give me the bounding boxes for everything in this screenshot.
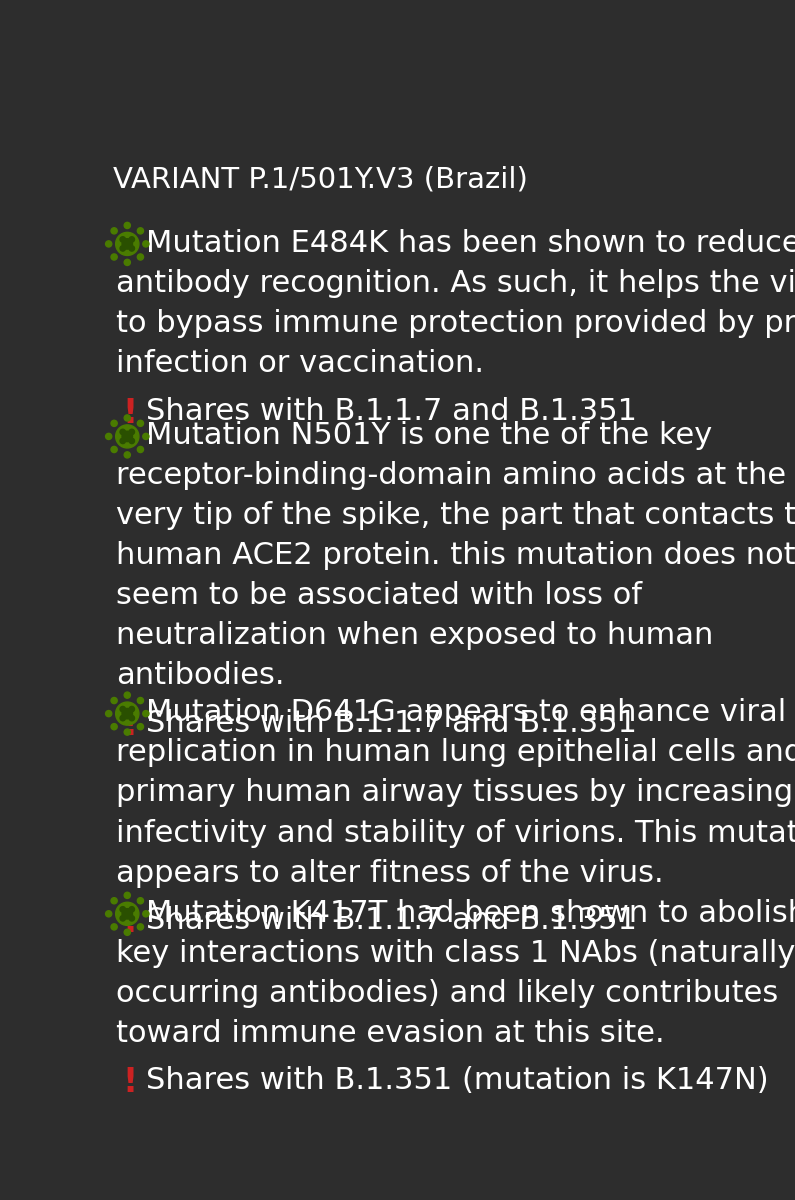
Circle shape — [143, 710, 149, 716]
Circle shape — [138, 898, 144, 904]
Circle shape — [124, 893, 130, 899]
Circle shape — [138, 724, 144, 730]
Text: Mutation K417T had been shown to abolish: Mutation K417T had been shown to abolish — [145, 899, 795, 928]
Text: Shares with B.1.1.7 and B.1.351: Shares with B.1.1.7 and B.1.351 — [145, 709, 637, 738]
Circle shape — [122, 239, 133, 250]
Text: Shares with B.1.1.7 and B.1.351: Shares with B.1.1.7 and B.1.351 — [145, 396, 637, 426]
Text: antibody recognition. As such, it helps the virus: antibody recognition. As such, it helps … — [116, 269, 795, 298]
Circle shape — [120, 715, 126, 721]
Circle shape — [111, 254, 117, 260]
Text: neutralization when exposed to human: neutralization when exposed to human — [116, 622, 714, 650]
Circle shape — [115, 702, 139, 725]
Text: toward immune evasion at this site.: toward immune evasion at this site. — [116, 1019, 665, 1048]
Circle shape — [129, 715, 134, 721]
Circle shape — [138, 924, 144, 930]
Circle shape — [111, 420, 117, 426]
Text: antibodies.: antibodies. — [116, 661, 285, 690]
Circle shape — [124, 730, 130, 736]
Text: infectivity and stability of virions. This mutation: infectivity and stability of virions. Th… — [116, 818, 795, 847]
Circle shape — [138, 697, 144, 703]
Circle shape — [122, 431, 133, 442]
Circle shape — [138, 254, 144, 260]
Circle shape — [124, 692, 130, 698]
Text: Mutation D641G appears to enhance viral: Mutation D641G appears to enhance viral — [145, 698, 786, 727]
Circle shape — [106, 911, 112, 917]
Circle shape — [138, 420, 144, 426]
Text: human ACE2 protein. this mutation does not: human ACE2 protein. this mutation does n… — [116, 541, 795, 570]
Circle shape — [111, 697, 117, 703]
Circle shape — [120, 438, 126, 444]
Text: !: ! — [122, 396, 138, 430]
Text: !: ! — [122, 709, 138, 742]
Circle shape — [120, 430, 126, 434]
Circle shape — [129, 236, 134, 242]
Circle shape — [122, 908, 133, 919]
Circle shape — [138, 228, 144, 234]
Circle shape — [106, 241, 112, 247]
Text: infection or vaccination.: infection or vaccination. — [116, 349, 484, 378]
Text: replication in human lung epithelial cells and: replication in human lung epithelial cel… — [116, 738, 795, 768]
Circle shape — [120, 916, 126, 922]
Text: primary human airway tissues by increasing the: primary human airway tissues by increasi… — [116, 779, 795, 808]
Circle shape — [122, 708, 133, 719]
Text: seem to be associated with loss of: seem to be associated with loss of — [116, 581, 642, 611]
Text: Shares with B.1.351 (mutation is K147N): Shares with B.1.351 (mutation is K147N) — [145, 1067, 769, 1096]
Circle shape — [120, 246, 126, 251]
Circle shape — [106, 710, 112, 716]
Text: !: ! — [122, 906, 138, 940]
Text: receptor-binding-domain amino acids at the: receptor-binding-domain amino acids at t… — [116, 461, 786, 491]
Circle shape — [115, 902, 139, 925]
Circle shape — [111, 446, 117, 452]
Circle shape — [129, 907, 134, 912]
Circle shape — [111, 898, 117, 904]
Circle shape — [106, 433, 112, 439]
Circle shape — [138, 446, 144, 452]
Circle shape — [120, 907, 126, 912]
Text: very tip of the spike, the part that contacts the: very tip of the spike, the part that con… — [116, 502, 795, 530]
Circle shape — [124, 929, 130, 935]
Circle shape — [124, 452, 130, 458]
Text: !: ! — [122, 1067, 138, 1099]
Text: occurring antibodies) and likely contributes: occurring antibodies) and likely contrib… — [116, 979, 778, 1008]
Circle shape — [115, 425, 139, 448]
Text: key interactions with class 1 NAbs (naturally: key interactions with class 1 NAbs (natu… — [116, 938, 795, 967]
Circle shape — [129, 707, 134, 712]
Circle shape — [111, 228, 117, 234]
Text: Shares with B.1.1.7 and B.1.351: Shares with B.1.1.7 and B.1.351 — [145, 906, 637, 935]
Text: Mutation N501Y is one the of the key: Mutation N501Y is one the of the key — [145, 421, 712, 450]
Text: Mutation E484K has been shown to reduce: Mutation E484K has been shown to reduce — [145, 229, 795, 258]
Circle shape — [129, 246, 134, 251]
Circle shape — [120, 236, 126, 242]
Text: VARIANT P.1/501Y.V3 (Brazil): VARIANT P.1/501Y.V3 (Brazil) — [114, 166, 528, 193]
Circle shape — [124, 415, 130, 421]
Circle shape — [129, 430, 134, 434]
Circle shape — [120, 707, 126, 712]
Circle shape — [111, 924, 117, 930]
Circle shape — [143, 241, 149, 247]
Circle shape — [143, 433, 149, 439]
Circle shape — [115, 233, 139, 256]
Circle shape — [129, 916, 134, 922]
Text: to bypass immune protection provided by prior: to bypass immune protection provided by … — [116, 308, 795, 337]
Circle shape — [124, 259, 130, 265]
Circle shape — [111, 724, 117, 730]
Text: appears to alter fitness of the virus.: appears to alter fitness of the virus. — [116, 858, 664, 888]
Circle shape — [124, 222, 130, 228]
Circle shape — [129, 438, 134, 444]
Circle shape — [143, 911, 149, 917]
